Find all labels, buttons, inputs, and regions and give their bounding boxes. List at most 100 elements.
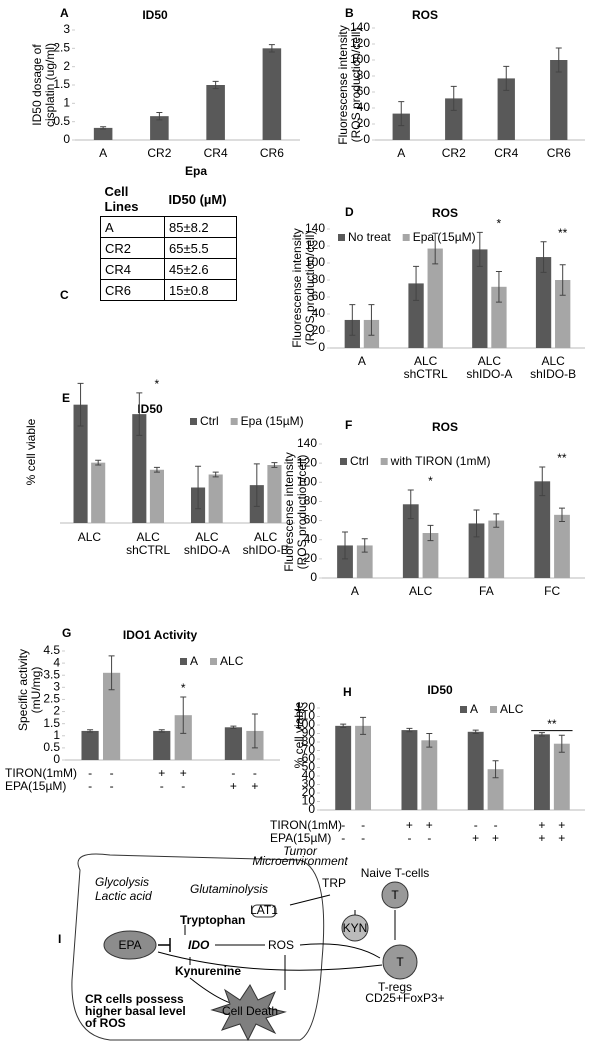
x-tick-label: A (357, 354, 366, 368)
y-tick-label: 3 (53, 680, 60, 694)
legend-swatch (460, 706, 467, 713)
x-tick-label: CR2 (147, 146, 172, 160)
y-axis-label: Fluorescense intensity (336, 25, 350, 144)
bar (533, 734, 550, 810)
t-arrows (157, 910, 396, 971)
error-bar (538, 732, 545, 737)
y-tick-label: 1 (63, 96, 70, 110)
chart-title: ROS (432, 206, 458, 220)
condition-value: - (427, 831, 431, 845)
annotation: ** (558, 226, 568, 240)
error-bar (472, 729, 479, 734)
y-tick-label: 2 (63, 59, 70, 73)
error-bar (495, 271, 502, 303)
y-tick-label: 40 (302, 768, 316, 782)
panel-label: B (345, 6, 354, 20)
cell-death-star (210, 984, 287, 1042)
condition-value: + (251, 779, 258, 793)
bar (401, 730, 418, 810)
panel-label: G (62, 626, 71, 640)
panel-label: I (58, 932, 61, 946)
y-tick-label: 50 (302, 760, 316, 774)
legend-label: ALC (220, 654, 244, 668)
condition-value: + (558, 818, 565, 832)
y-tick-label: 40 (357, 100, 371, 114)
legend-label: No treat (348, 230, 391, 244)
bar (422, 533, 439, 578)
condition-value: + (230, 779, 237, 793)
bar (488, 520, 505, 578)
bar (491, 286, 507, 348)
bar (174, 715, 192, 760)
bar (535, 257, 552, 348)
y-tick-label: 1.5 (53, 77, 70, 91)
error-bar (212, 80, 219, 90)
y-tick-label: 140 (350, 20, 370, 34)
diagram-text: Glycolysis (95, 875, 149, 889)
y-axis-label: (ROS production/cell) (349, 28, 363, 143)
condition-value: - (407, 831, 411, 845)
bar (468, 523, 485, 578)
y-tick-label: 30 (302, 777, 316, 791)
condition-value: - (341, 831, 345, 845)
bar (553, 743, 570, 810)
panel-label: H (343, 685, 352, 699)
legend-label: Epa (15µM) (241, 414, 304, 428)
diagram-text: T (396, 955, 404, 969)
error-bar (398, 101, 405, 127)
error-bar (158, 729, 165, 733)
y-tick-label: 90 (302, 726, 316, 740)
error-bar (559, 264, 566, 296)
y-axis-label: % cell viable (292, 701, 306, 768)
y-tick-label: 100 (295, 717, 315, 731)
bar (335, 725, 352, 810)
error-bar (361, 538, 368, 553)
arrows (184, 894, 331, 1007)
error-bar (558, 507, 565, 523)
legend-label: Epa (15µM) (413, 230, 476, 244)
y-tick-label: 4.5 (43, 643, 60, 657)
panel-label: C (60, 288, 69, 302)
bar (555, 280, 571, 348)
error-bar (476, 231, 483, 267)
y-tick-label: 100 (350, 52, 370, 66)
error-bar (342, 531, 349, 560)
panel-label: A (60, 6, 69, 20)
condition-value: - (110, 766, 114, 780)
panel-label: E (62, 391, 70, 405)
table-cell: A (100, 216, 165, 238)
bar (102, 672, 121, 760)
y-axis-label: (mU/mg) (29, 667, 43, 714)
condition-value: - (253, 766, 257, 780)
naive-cell (381, 881, 409, 909)
cell-outline (71, 853, 325, 1041)
y-tick-label: 20 (302, 785, 316, 799)
error-bar (136, 392, 143, 436)
bar (206, 85, 225, 140)
y-tick-label: 100 (297, 474, 317, 488)
bar (91, 462, 106, 523)
x-tick-label: ALC (77, 530, 102, 544)
bar (149, 469, 164, 523)
condition-value: - (494, 818, 498, 832)
bar (402, 504, 419, 578)
condition-value: + (492, 831, 499, 845)
diagram-text: Microenvironment (252, 854, 348, 868)
diagram-text: Lactic acid (95, 889, 152, 903)
condition-value: - (110, 779, 114, 793)
legend-label: with TIRON (1mM) (390, 454, 491, 468)
condition-value: - (88, 766, 92, 780)
condition-value: + (426, 818, 433, 832)
error-bar (413, 265, 420, 301)
condition-value: - (474, 818, 478, 832)
error-bar (539, 466, 546, 497)
error-bar (450, 85, 457, 111)
x-tick-label: ALC shIDO-B (530, 354, 577, 381)
error-bar (153, 466, 160, 473)
table-title: Epa (185, 164, 207, 178)
x-tick-label: A (350, 584, 359, 598)
bar (427, 248, 443, 348)
y-tick-label: 60 (304, 513, 318, 527)
y-tick-label: 0 (363, 132, 370, 146)
x-tick-label: ALC shIDO-B (242, 530, 289, 557)
